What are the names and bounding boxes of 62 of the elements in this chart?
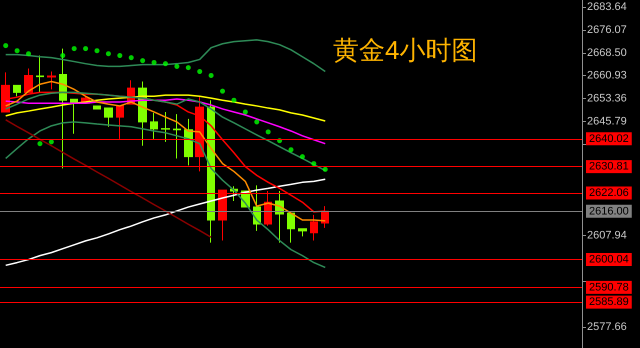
text: 黄金4小时图 (333, 35, 478, 65)
ref-line-label: 2600.04 (589, 253, 629, 266)
point (152, 60, 157, 65)
point (288, 147, 294, 152)
point (60, 53, 66, 58)
point (231, 98, 236, 103)
point (208, 72, 214, 78)
y-tick-label: 2645.79 (587, 115, 627, 128)
point (3, 43, 8, 48)
point (106, 51, 111, 56)
y-tick-label: 2660.93 (587, 70, 627, 82)
candlestick (173, 114, 181, 159)
candlestick (47, 71, 56, 90)
candlestick (93, 105, 101, 110)
candlestick (150, 112, 158, 140)
point (186, 65, 191, 70)
ref-line-label: 2630.81 (589, 160, 629, 173)
candlestick (70, 98, 78, 134)
point (14, 48, 20, 54)
line-series (4, 94, 326, 122)
y-tick-label: 2653.36 (587, 92, 627, 105)
ref-line-label: 2640.02 (589, 132, 629, 145)
point (311, 161, 316, 166)
y-tick-label: 2577.66 (587, 320, 627, 333)
point (220, 88, 226, 94)
y-tick-label: 2668.50 (587, 46, 627, 59)
y-tick-label: 2683.64 (587, 1, 627, 14)
point (322, 166, 328, 172)
point (254, 119, 260, 124)
candlestick (104, 108, 113, 128)
ref-line-label: 2616.00 (589, 205, 629, 218)
point (174, 64, 180, 69)
line-series (4, 39, 326, 72)
y-tick-label: 2607.94 (587, 230, 627, 242)
line-series (4, 121, 326, 268)
point (83, 46, 88, 52)
candlestick (310, 214, 318, 242)
candlestick (298, 228, 307, 237)
line-series (4, 178, 326, 266)
ref-line-label: 2585.89 (589, 296, 629, 308)
ref-line-label: 2622.06 (589, 186, 629, 199)
point (242, 109, 248, 114)
candlestick (59, 48, 67, 169)
point (197, 69, 202, 74)
point (266, 129, 271, 134)
point (117, 53, 122, 58)
candlestick (13, 84, 21, 97)
point (162, 61, 168, 66)
y-tick-label: 2676.07 (587, 24, 627, 36)
point (26, 51, 32, 56)
line-series (4, 98, 326, 144)
line-series (4, 119, 212, 238)
point (94, 48, 100, 54)
candlestick (287, 212, 295, 244)
candlestick (36, 55, 44, 93)
point (37, 141, 42, 146)
point (300, 154, 305, 160)
point (140, 58, 146, 64)
point (72, 46, 77, 52)
candlestick (161, 111, 170, 142)
point (128, 55, 134, 60)
ref-line-label: 2590.78 (589, 281, 629, 294)
